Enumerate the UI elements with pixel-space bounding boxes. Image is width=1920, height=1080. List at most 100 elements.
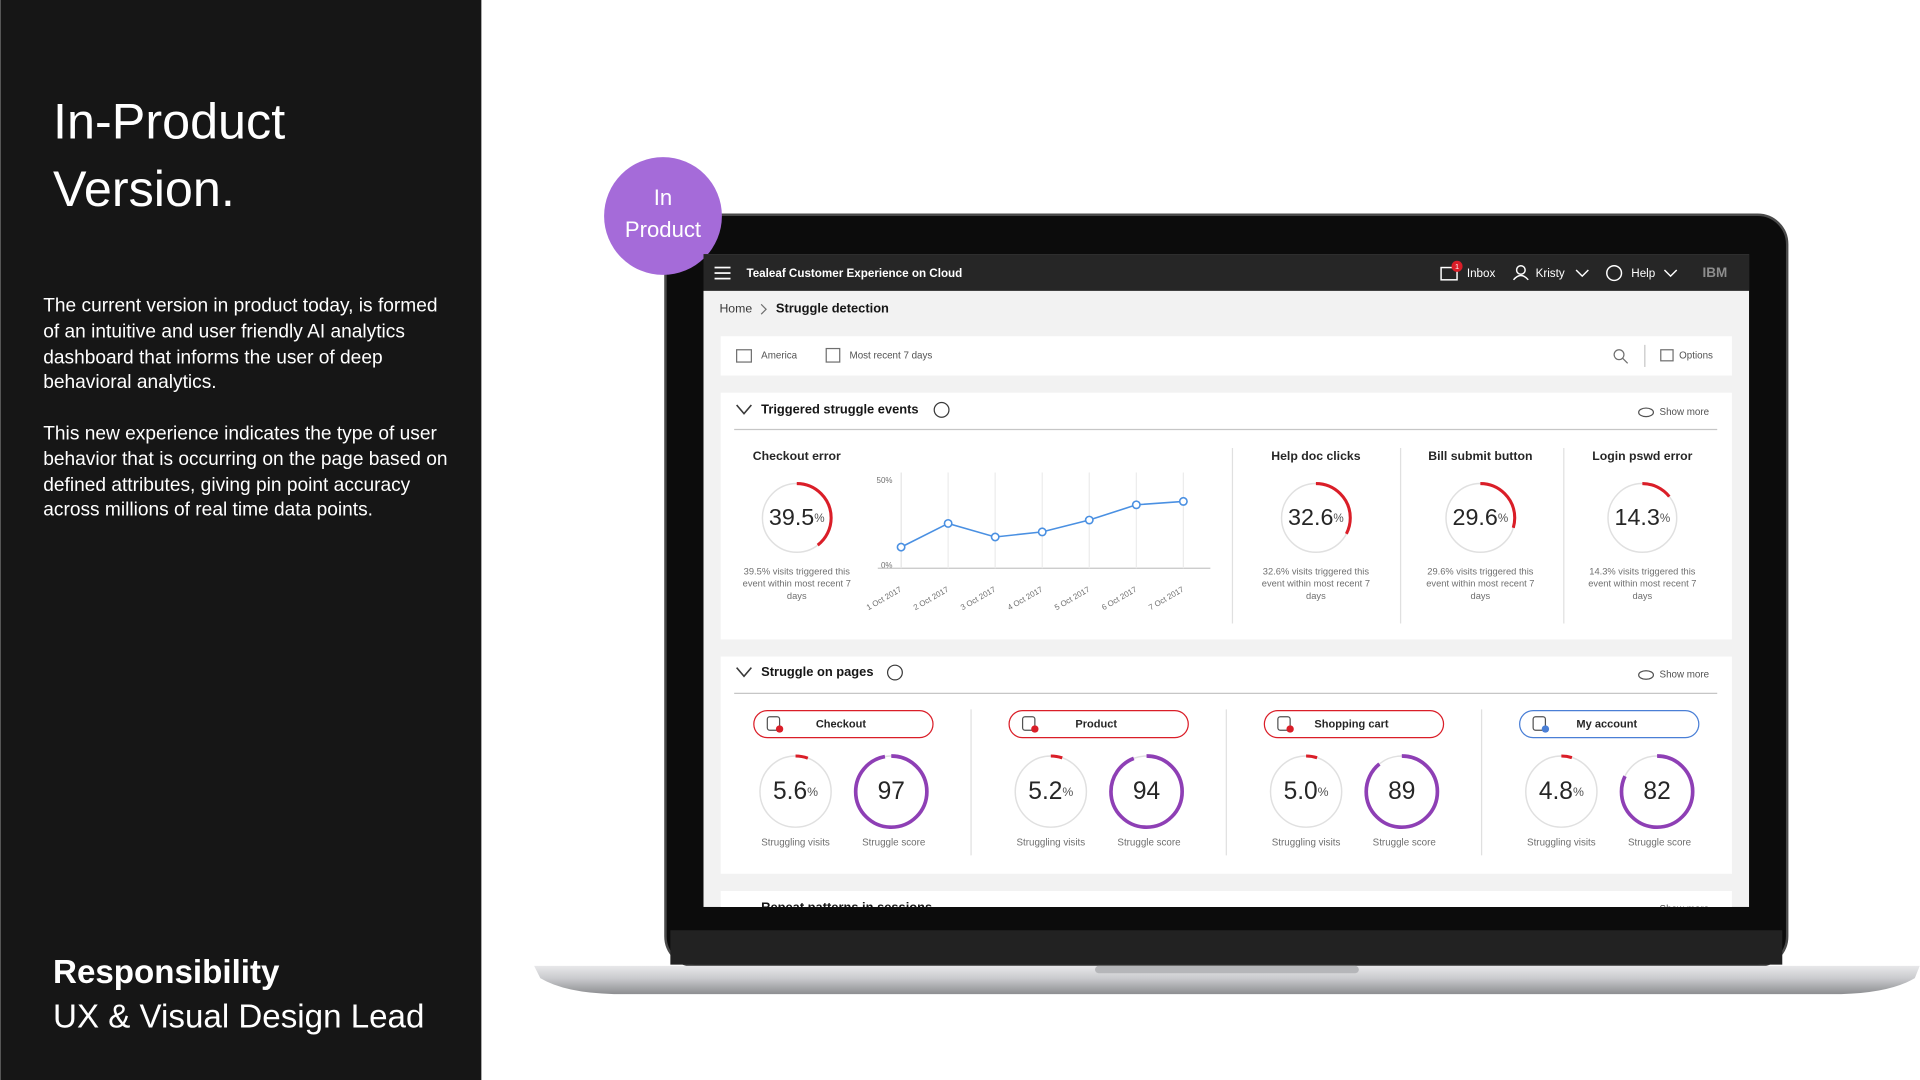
gauge-caption: Struggling visits (1527, 838, 1596, 849)
gauge-caption: Struggle score (1117, 838, 1181, 849)
gauge-arc (1013, 754, 1088, 829)
options[interactable]: Options (1679, 351, 1713, 362)
description-paragraph: This new experience indicates the type o… (43, 423, 448, 521)
title-box: In-Product Version. (53, 93, 285, 217)
info-icon[interactable] (886, 664, 903, 681)
page-pill[interactable] (1008, 709, 1189, 739)
caption: 14.3% visits triggered this event within… (1588, 565, 1697, 602)
page-pill[interactable] (753, 709, 934, 739)
y-tick-label: 50% (877, 476, 893, 485)
gauge-caption: Struggle score (1628, 838, 1692, 849)
page-icon (1277, 716, 1291, 731)
gauge-arc (758, 754, 833, 829)
badge-box: In Product (624, 185, 702, 242)
inbox-icon[interactable] (1440, 266, 1458, 281)
gauge-arc (1280, 482, 1352, 554)
caption-box: 29.6% visits triggered this event within… (1426, 565, 1535, 602)
search-icon[interactable] (1613, 349, 1625, 361)
show-more[interactable]: Show more (1660, 904, 1710, 915)
gauge-unit: % (1318, 785, 1329, 799)
filter-region[interactable]: America (761, 351, 797, 362)
badge (604, 157, 722, 275)
gauge-value: 94 (1133, 778, 1160, 805)
caption: 29.6% visits triggered this event within… (1426, 565, 1535, 602)
show-more[interactable]: Show more (1660, 407, 1710, 418)
collapse-icon[interactable] (736, 404, 752, 415)
page-icon (1532, 716, 1547, 731)
gauge-number: 39.5 (769, 504, 814, 530)
menu-icon[interactable] (714, 266, 731, 280)
gauge-value: 39.5% (769, 504, 825, 530)
options-icon (1660, 349, 1674, 362)
gauge-number: 97 (878, 778, 905, 805)
top-bar (703, 254, 1750, 291)
gauge-value: 97 (878, 778, 905, 805)
info-icon[interactable] (933, 401, 950, 418)
chevron (1575, 269, 1589, 278)
nav-help[interactable]: Help (1631, 267, 1655, 280)
section-title: Repeat patterns in sessions (761, 900, 932, 915)
filter-bar (720, 336, 1732, 376)
trend-point (943, 518, 953, 528)
gauge-caption: Struggle score (1373, 838, 1437, 849)
gauge-unit: % (1573, 785, 1584, 799)
dividers (1231, 447, 1565, 624)
description-paragraph: The current version in product today, is… (43, 295, 438, 394)
user-icon (1512, 274, 1529, 281)
filter-period[interactable]: Most recent 7 days (850, 351, 933, 362)
gauge-value: 5.0% (1284, 778, 1329, 805)
description-box: The current version in product today, is… (43, 295, 448, 521)
show-more[interactable]: Show more (1660, 670, 1710, 681)
gauge-number: 14.3 (1615, 504, 1660, 530)
caption-box: 32.6% visits triggered this event within… (1261, 565, 1371, 602)
responsibility-heading: Responsibility (53, 954, 280, 991)
trend-point (1131, 500, 1141, 510)
breadcrumb-home[interactable]: Home (719, 302, 752, 316)
event-name: Login pswd error (1592, 449, 1692, 463)
gauge-number: 82 (1643, 778, 1670, 805)
collapse-icon[interactable] (736, 667, 752, 678)
page-name: Shopping cart (1314, 719, 1388, 731)
badge-label: In Product (624, 185, 702, 242)
nav-inbox[interactable]: Inbox (1467, 267, 1496, 280)
gauge-number: 5.0 (1284, 778, 1318, 805)
gauge-number: 29.6 (1453, 504, 1498, 530)
laptop-notch (1095, 965, 1359, 974)
gauge-arc (1606, 482, 1679, 554)
page-name: Product (1075, 719, 1117, 731)
product-name: Tealeaf Customer Experience on Cloud (746, 267, 962, 280)
gauge-value: 5.6% (773, 778, 818, 805)
gauge-arc (1268, 754, 1344, 829)
gauge-caption: Struggling visits (1272, 838, 1341, 849)
page-icon (1021, 716, 1036, 731)
laptop-chin (670, 930, 1783, 965)
gauge-arc (1444, 482, 1517, 554)
section-title: Struggle on pages (761, 664, 873, 679)
trend-point (990, 532, 1000, 542)
section-title: Triggered struggle events (761, 401, 918, 416)
page-pill[interactable] (1263, 709, 1445, 739)
page-icon-alert (1031, 725, 1039, 733)
app-screen: Tealeaf Customer Experience on Cloud 1 I… (703, 254, 1750, 915)
nav-user[interactable]: Kristy (1536, 267, 1565, 280)
caption: 32.6% visits triggered this event within… (1261, 565, 1371, 602)
gauge-unit: % (807, 785, 818, 799)
responsibility-role: UX & Visual Design Lead (53, 998, 424, 1035)
gauge-value: 29.6% (1453, 504, 1509, 530)
page-pill[interactable] (1519, 709, 1700, 739)
page-icon-alert (775, 725, 784, 733)
breadcrumb-current: Struggle detection (776, 301, 889, 316)
gauge-arc (760, 482, 833, 554)
trend-point (1084, 515, 1094, 525)
gauge-arc (1364, 754, 1440, 830)
help-icon (1606, 264, 1623, 282)
laptop-base (534, 965, 1920, 995)
gauge-caption: Struggling visits (1017, 838, 1086, 849)
caption: 39.5% visits triggered this event within… (742, 565, 851, 602)
gauge-arc (853, 754, 929, 830)
page-icon (766, 716, 781, 731)
gauge-unit: % (1333, 512, 1343, 525)
inbox-count: 1 (1455, 262, 1459, 271)
